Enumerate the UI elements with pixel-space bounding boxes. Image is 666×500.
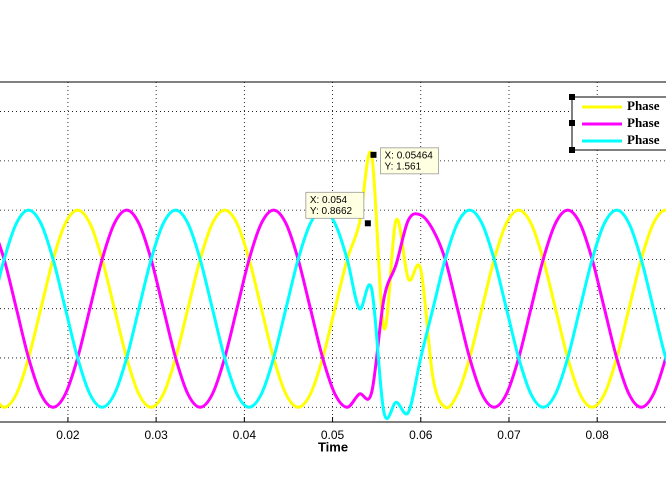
x-tick-label: 0.06 (409, 428, 433, 442)
data-tip-marker (370, 151, 377, 158)
selection-handle (569, 120, 575, 126)
selection-handle (569, 147, 575, 153)
x-tick-label: 0.02 (56, 428, 80, 442)
series-line (0, 208, 666, 421)
x-tick-label: 0.03 (144, 428, 168, 442)
legend[interactable]: Phase Phase Phase (569, 94, 666, 153)
legend-label: Phase (627, 98, 660, 113)
data-tip-marker (364, 220, 371, 227)
data-tip-x: X: 0.054 (310, 195, 348, 206)
x-tick-label: 0.08 (586, 428, 610, 442)
series-line (0, 208, 666, 409)
x-tick-label: 0.05 (321, 428, 345, 442)
data-tip-y: Y: 1.561 (384, 161, 421, 172)
plot-lines (0, 150, 666, 421)
x-tick-label: 0.07 (497, 428, 521, 442)
data-tip-x: X: 0.05464 (384, 150, 433, 161)
x-axis-label: Time (318, 439, 348, 454)
x-tick-label: 0.04 (233, 428, 257, 442)
data-tip-y: Y: 0.8662 (310, 206, 353, 217)
data-tip-box (305, 191, 365, 219)
data-tip-box (380, 147, 439, 175)
legend-label: Phase (627, 132, 660, 147)
selection-handle (569, 94, 575, 100)
legend-label: Phase (627, 115, 660, 130)
x-ticks: 0.02 0.03 0.04 0.05 0.06 0.07 0.08 (56, 417, 609, 442)
